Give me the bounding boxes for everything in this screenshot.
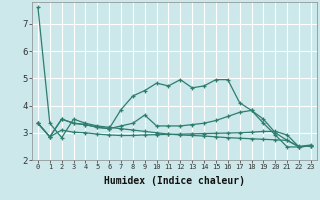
X-axis label: Humidex (Indice chaleur): Humidex (Indice chaleur) (104, 176, 245, 186)
